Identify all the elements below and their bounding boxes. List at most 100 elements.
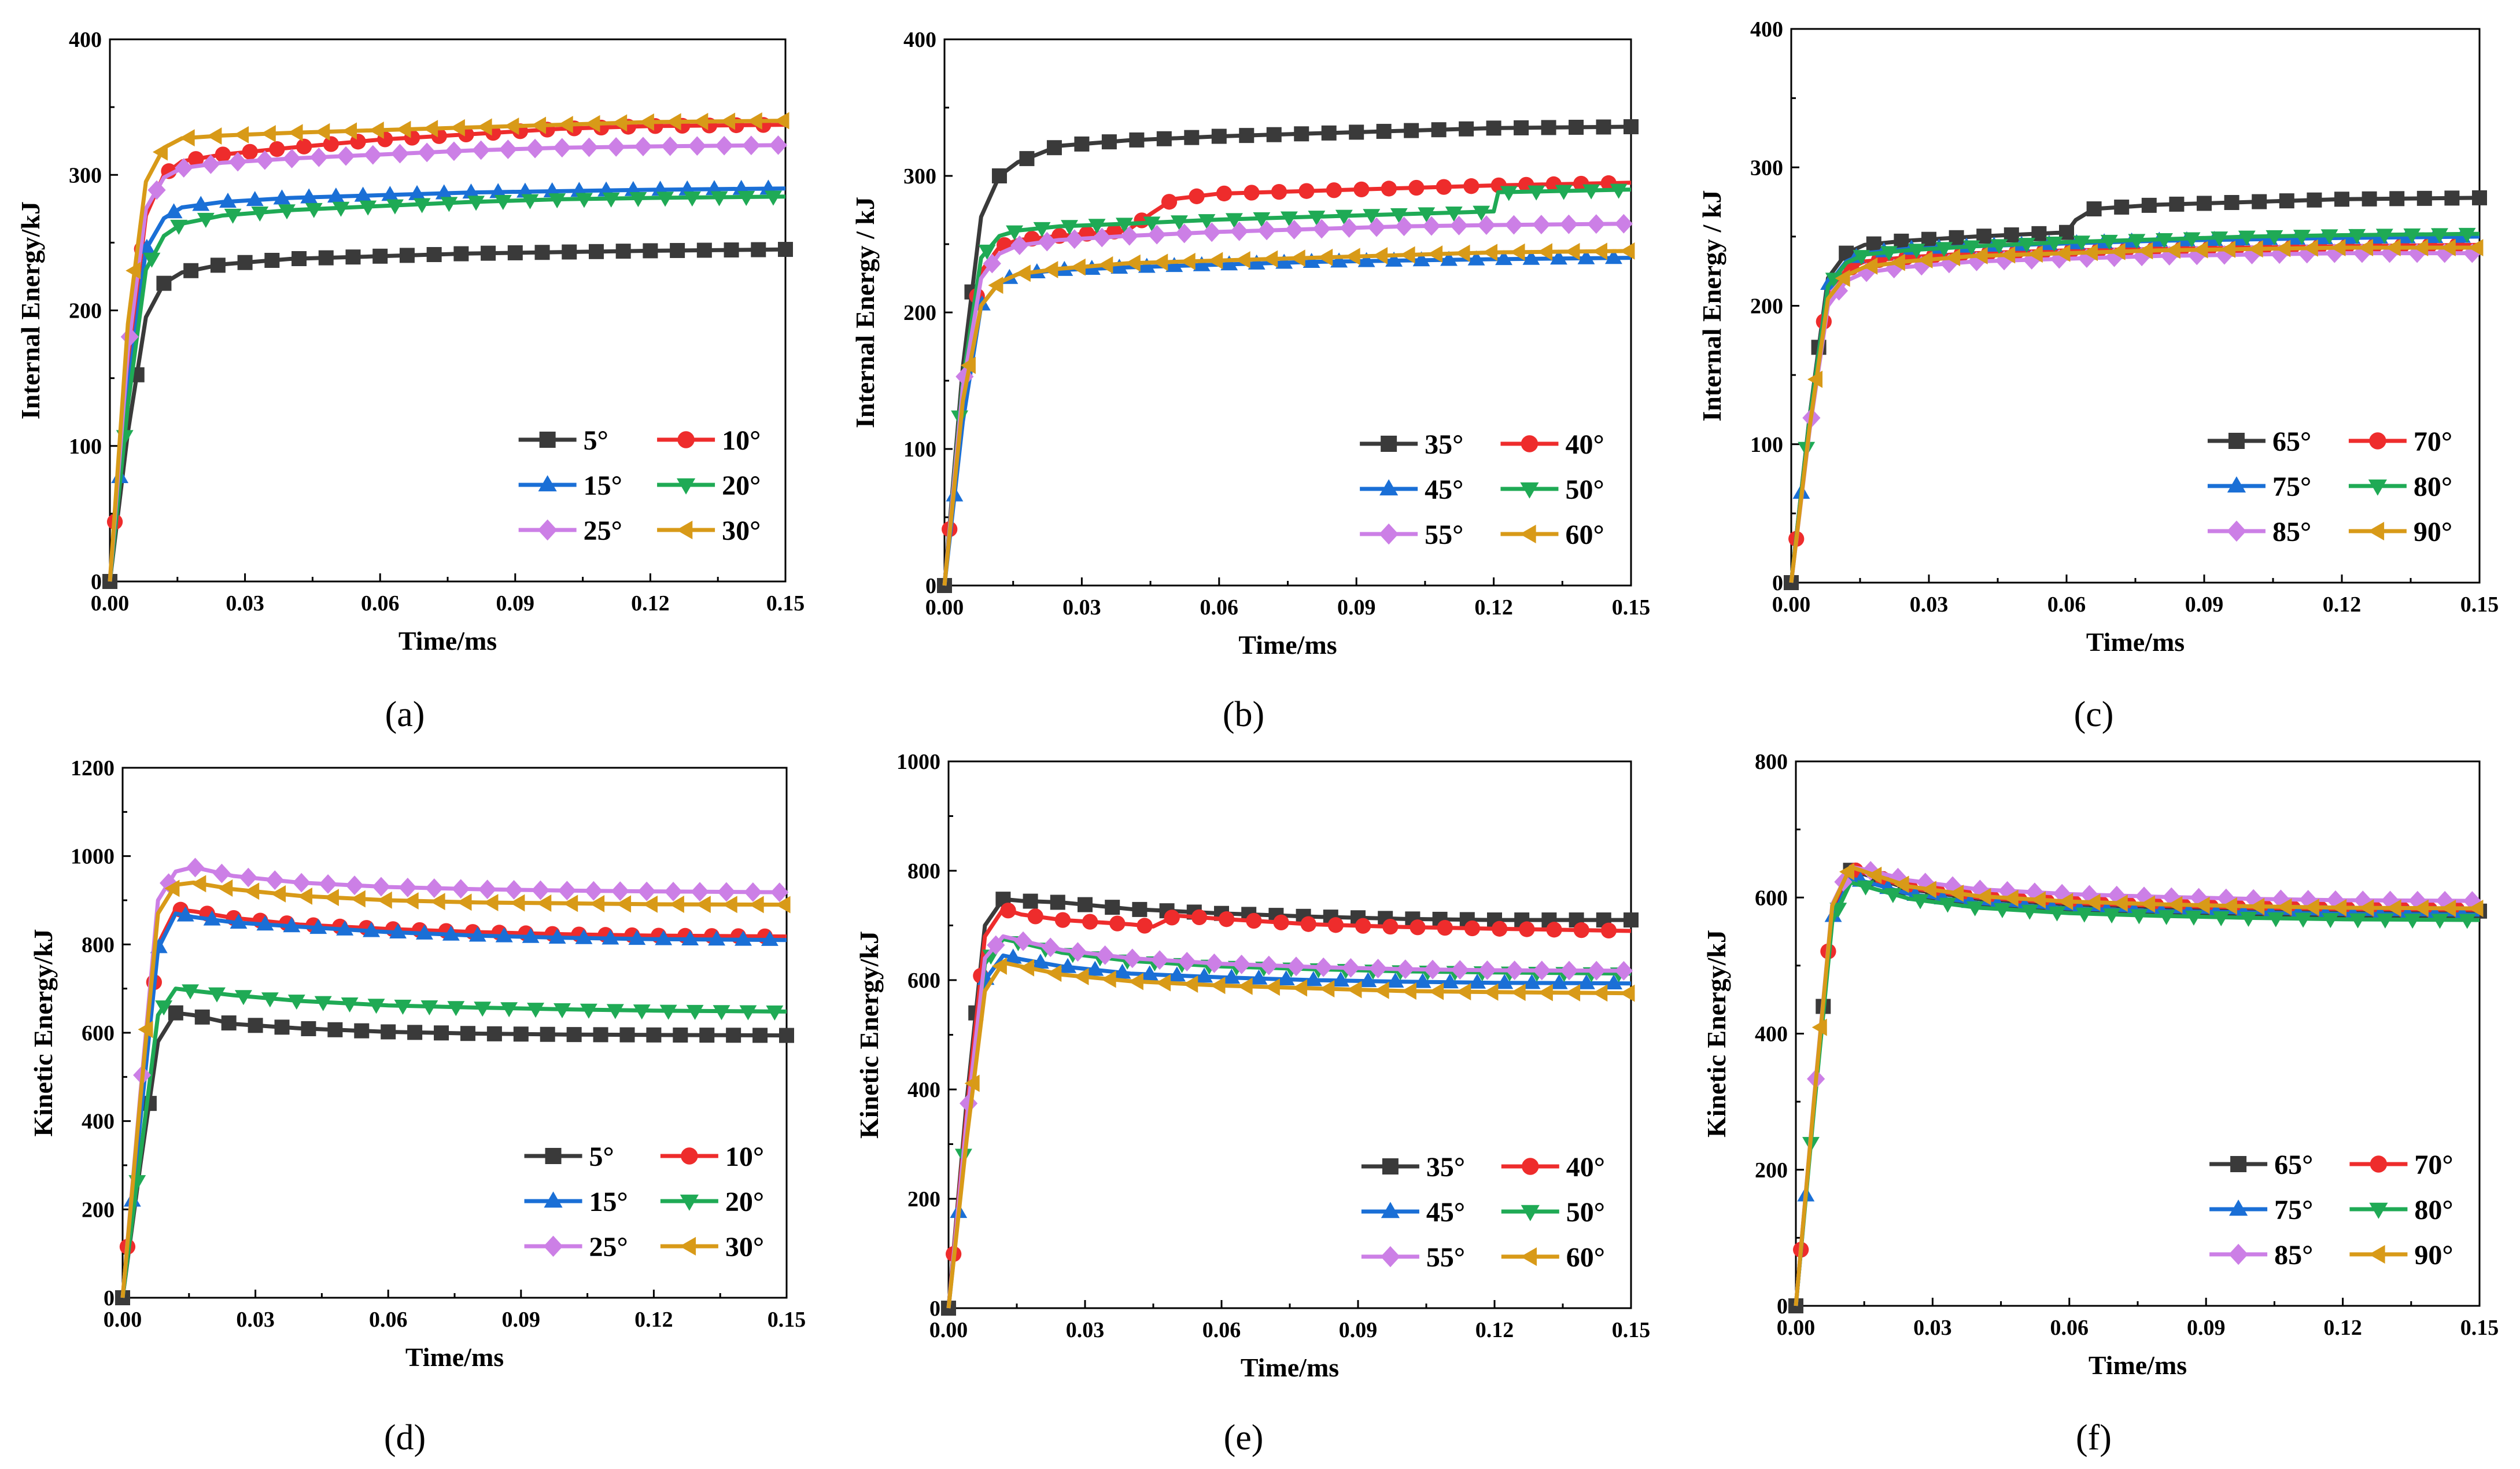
data-point [2169,196,2185,212]
data-point [1355,918,1371,934]
data-point [1857,880,1875,896]
data-point [221,1015,237,1031]
data-point [1483,983,1499,1001]
data-point [1619,984,1635,1002]
legend-item: 30° [657,516,761,546]
data-point [646,1027,662,1043]
x-tick-label: 0.12 [2323,1316,2362,1340]
data-point [1600,922,1617,938]
legend-item: 55° [1361,1242,1465,1273]
data-point [372,877,390,897]
data-point [2141,197,2157,213]
data-point [1935,242,1953,257]
data-point [1082,914,1098,930]
plot-frame [947,760,1632,1309]
data-point [1183,975,1198,993]
data-point [188,151,204,167]
data-point [1510,984,1526,1002]
chart-panel-4: 0.00 0.03 0.06 0.09 0.12 0.15 0 200 400 600 800 100… [28,756,806,1457]
legend-item: 15° [518,470,622,501]
data-point [1277,970,1295,986]
data-point [381,1024,396,1040]
legend-item: 75° [2209,1195,2313,1225]
legend-marker [2227,476,2246,493]
legend-item: 25° [524,1232,628,1262]
legend-marker [1521,1247,1537,1266]
x-tick-label: 0.03 [1062,595,1101,620]
data-point [2238,230,2256,246]
series-1 [937,119,1639,593]
x-tick-label: 0.06 [1202,1318,1241,1342]
x-tick-label: 0.03 [226,591,264,616]
data-point [1523,974,1541,989]
data-point [531,116,547,134]
series-line [1794,864,2480,1306]
data-point [1031,953,1049,969]
legend-marker [1379,523,1399,545]
legend: 5° 10° 15° 20° 25° 30° [524,1142,764,1262]
series-1 [102,242,793,589]
data-point [1168,966,1186,982]
data-point [1459,121,1474,137]
data-point [440,197,458,212]
data-point [2183,232,2201,248]
series-3 [108,179,786,582]
data-point [1376,124,1392,139]
data-point [408,185,426,200]
data-point [534,245,550,260]
data-point [1390,208,1408,223]
series-line [1794,864,2480,1306]
data-point [629,192,647,207]
data-point [386,199,404,215]
legend-marker [676,478,696,495]
data-point [1264,978,1280,996]
data-point [2413,899,2429,917]
x-tick-label: 0.06 [369,1308,408,1332]
data-point [2140,895,2156,913]
data-point [423,120,438,138]
legend-label: 45° [1426,1197,1465,1228]
data-point [1318,248,1333,266]
legend-item: 50° [1501,1197,1605,1228]
y-tick-label: 100 [69,435,102,459]
data-point [1412,251,1430,267]
data-point [2220,240,2236,258]
x-tick-label: 0.03 [1066,1318,1105,1342]
data-point [420,1000,438,1016]
data-point [2073,235,2091,251]
y-tick-label: 400 [1750,17,1783,42]
data-point [1006,225,1024,241]
data-point [1939,897,1957,913]
data-point [699,1028,715,1043]
data-point [228,152,247,172]
data-point [368,122,384,139]
data-point [1141,965,1158,981]
data-point [1510,243,1525,261]
data-point [1839,863,1855,881]
data-point [445,141,463,161]
legend-label: 55° [1426,1242,1465,1273]
data-point [489,183,507,198]
data-point [495,927,513,942]
data-point [960,1094,978,1113]
data-point [737,191,755,207]
series-4 [108,190,786,582]
data-point [499,139,517,160]
data-point [1550,974,1568,989]
data-point [1156,974,1171,992]
data-point [217,879,233,897]
data-point [1319,980,1335,997]
data-point [1303,253,1320,268]
data-point [1321,125,1337,141]
y-tick-label: 1200 [71,756,115,780]
data-point [710,191,728,207]
data-point [147,180,166,200]
data-point [1235,251,1250,268]
legend-marker [2368,521,2385,541]
data-point [460,1026,475,1041]
y-tick-label: 800 [907,859,940,883]
data-point [2440,239,2456,256]
data-point [1994,903,2011,918]
data-point [372,248,388,264]
data-point [1068,942,1087,962]
